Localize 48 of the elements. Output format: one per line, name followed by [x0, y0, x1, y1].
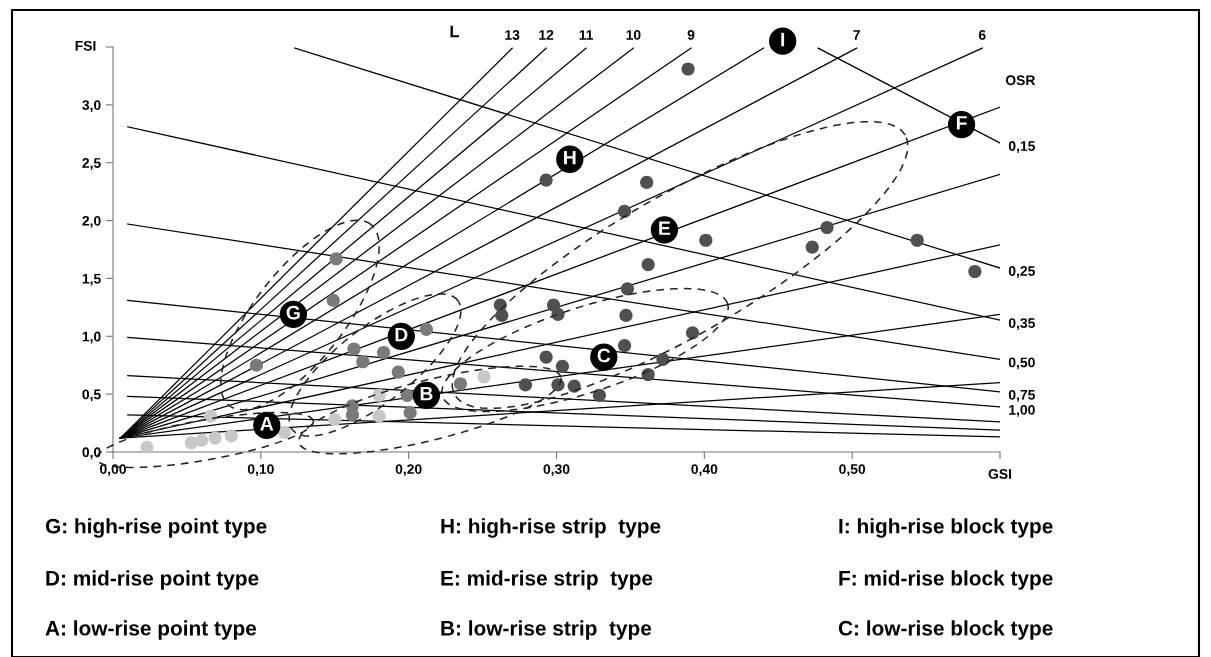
y-tick-label: 2,0: [82, 215, 101, 228]
y-tick-label: 1,0: [82, 331, 101, 344]
text: H: high-rise strip type: [441, 518, 661, 538]
series-label: 12: [539, 30, 554, 40]
text: B: low-rise strip type: [441, 620, 652, 640]
text: OSR: [1005, 75, 1036, 86]
text: D: mid-rise point type: [46, 570, 259, 590]
annotation: G: [286, 305, 300, 320]
series-label: 1,00: [1009, 404, 1035, 417]
text: C: low-rise block type: [838, 620, 1053, 640]
y-tick-label: 0,0: [82, 447, 101, 460]
text: F: mid-rise block type: [839, 570, 1053, 590]
series-label: 0,75: [1008, 389, 1035, 402]
y-tick-label: 1,5: [82, 273, 101, 286]
x-tick-label: 0,00: [100, 464, 126, 477]
text: L: [450, 25, 460, 38]
annotation: E: [659, 221, 671, 235]
annotation: D: [395, 327, 408, 342]
annotation: F: [956, 116, 967, 130]
series-label: 0,35: [1008, 318, 1035, 330]
series-label: 0,15: [1008, 141, 1035, 153]
y-tick-label: 2,5: [82, 158, 101, 170]
text: G: high-rise point type: [45, 518, 267, 538]
text: A: low-rise point type: [45, 620, 257, 640]
y-tick-label: 0,5: [82, 389, 101, 402]
x-tick-label: 0,10: [247, 464, 274, 477]
y-axis-title: FSI: [75, 40, 96, 51]
series-label: 7: [853, 30, 860, 40]
series-label: 10: [626, 30, 641, 40]
series-label: 9: [687, 30, 695, 40]
x-tick-label: 0,30: [543, 464, 570, 477]
annotation: C: [597, 348, 611, 363]
annotation: I: [781, 32, 785, 47]
series-label: 11: [579, 30, 594, 40]
y-tick-label: 3,0: [82, 100, 101, 113]
x-axis-title: GSI: [988, 469, 1012, 479]
series-label: 6: [978, 30, 986, 40]
x-tick-label: 0,50: [839, 464, 866, 477]
series-label: 0,25: [1008, 266, 1035, 278]
annotation: H: [564, 150, 576, 165]
annotation: A: [260, 417, 274, 431]
series-label: 0,50: [1008, 357, 1035, 370]
x-tick-label: 0,20: [395, 464, 422, 477]
text: E: mid-rise strip type: [441, 570, 653, 590]
x-tick-label: 0,40: [691, 464, 718, 477]
series-label: 13: [505, 30, 520, 40]
annotation: B: [420, 386, 433, 401]
text: I: high-rise block type: [839, 518, 1053, 538]
